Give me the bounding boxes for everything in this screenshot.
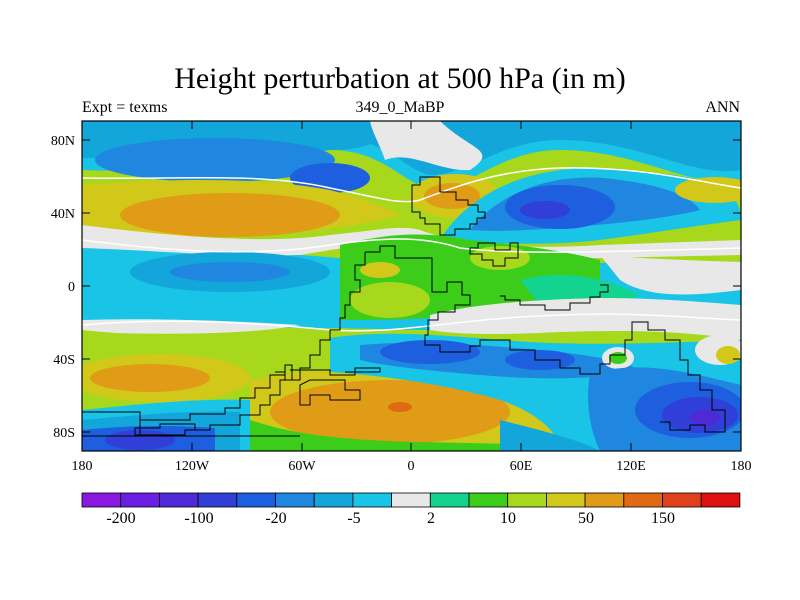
colorbar-label: -100 (184, 510, 213, 527)
colorbar-label: 50 (578, 510, 594, 527)
colorbar-swatch (81, 492, 122, 508)
x-tick-label: 0 (408, 459, 415, 474)
colorbar-swatch (158, 492, 199, 508)
contour-field (82, 121, 741, 451)
colorbar-swatch (700, 492, 741, 508)
colorbar-swatch (507, 492, 547, 508)
x-tick-label: 120E (616, 459, 646, 474)
colorbar-swatch (429, 492, 470, 508)
colorbar-swatch (352, 492, 392, 508)
x-tick-label: 180 (731, 459, 752, 474)
colorbar-swatch (236, 492, 276, 508)
colorbar-swatch (120, 492, 160, 508)
x-tick-label: 180 (72, 459, 93, 474)
y-tick-label: 40N (51, 207, 75, 222)
colorbar-label: 150 (651, 510, 675, 527)
colorbar (81, 492, 741, 508)
colorbar-label: -200 (106, 510, 135, 527)
season-label: ANN (705, 99, 740, 116)
colorbar-label: -5 (347, 510, 360, 527)
colorbar-swatch (662, 492, 702, 508)
experiment-label: Expt = texms (82, 99, 168, 116)
x-tick-label: 60W (288, 459, 316, 474)
y-tick-label: 80S (53, 426, 75, 441)
colorbar-label: 10 (500, 510, 516, 527)
colorbar-swatch (197, 492, 238, 508)
y-tick-labels: 80N 40N 0 40S 80S (51, 134, 75, 441)
x-tick-label: 60E (510, 459, 533, 474)
x-tick-labels: 180 120W 60W 0 60E 120E 180 (72, 459, 752, 474)
colorbar-swatch (546, 492, 586, 508)
colorbar-swatch (275, 492, 315, 508)
colorbar-swatch (468, 492, 509, 508)
x-tick-label: 120W (175, 459, 210, 474)
y-tick-label: 80N (51, 134, 75, 149)
colorbar-swatch (391, 492, 431, 508)
plot-title: Height perturbation at 500 hPa (in m) (174, 62, 626, 95)
colorbar-label: -20 (265, 510, 286, 527)
axis-ticks (81, 121, 742, 451)
colorbar-label: 2 (427, 510, 435, 527)
y-tick-label: 40S (53, 353, 75, 368)
colorbar-swatch (313, 492, 354, 508)
time-label: 349_0_MaBP (355, 99, 445, 116)
colorbar-swatch (584, 492, 625, 508)
colorbar-swatch (623, 492, 663, 508)
colorbar-labels: -200 -100 -20 -5 2 10 50 150 (106, 510, 675, 527)
y-tick-label: 0 (68, 280, 75, 295)
coastline-outlines (82, 176, 726, 437)
